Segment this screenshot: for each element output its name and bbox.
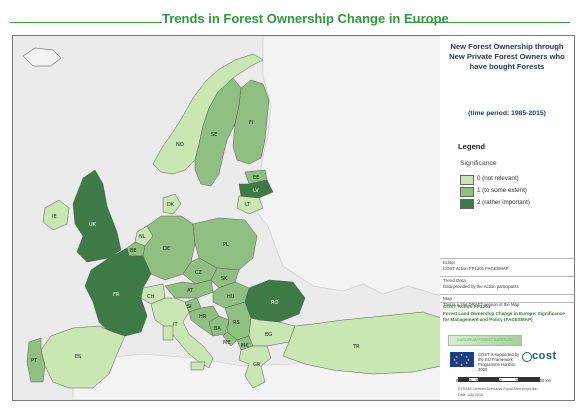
label-LV: LV: [253, 188, 259, 194]
label-GR: GR: [253, 362, 261, 368]
country-FR[interactable]: [84, 247, 152, 337]
map-canvas[interactable]: FI SE NO EE LV LT IE UK DK BE NL DE PL C…: [13, 36, 441, 400]
label-BA: BA: [214, 326, 221, 332]
legend-heading: Legend: [458, 142, 486, 151]
legend-label-2: 2 (rather important): [477, 199, 530, 206]
country-TR[interactable]: [282, 311, 441, 375]
projection-note: ETRS89 Lambert Azimuthal Equal Area proj…: [458, 387, 538, 391]
country-IE[interactable]: [42, 199, 70, 231]
date-note: Date: July 2016: [458, 393, 483, 397]
scale-label-4: 750: [515, 378, 522, 383]
country-labels: FI SE NO EE LV LT IE UK DK BE NL DE PL C…: [31, 120, 360, 368]
legend-panel: New Forest Ownership through New Private…: [440, 35, 575, 401]
legend-label-0: 0 (not relevant): [477, 175, 519, 182]
land-east-outside: [257, 36, 441, 297]
meta-map-value: This is a 2nd DRAFT version of the Map: [443, 302, 520, 307]
scale-label-3: 500: [495, 378, 502, 383]
label-UK: UK: [89, 222, 97, 228]
meta-editor-label: Editor: [443, 260, 456, 265]
label-SE: SE: [211, 132, 217, 138]
meta-data: Trend Data Data provided by the Action p…: [440, 276, 574, 294]
label-ES: ES: [75, 354, 81, 360]
label-PL: PL: [223, 242, 229, 248]
label-CZ: CZ: [195, 270, 202, 276]
cost-action-line2: Forest Land Ownership Change in Europe: …: [443, 311, 565, 322]
legend-swatch-1: [460, 187, 474, 197]
cost-action-line1: COST Action FP1201: [443, 305, 491, 310]
page-title: Trends in Forest Ownership Change in Eur…: [162, 11, 449, 26]
title-rule-right: [412, 22, 570, 23]
country-BA[interactable]: [208, 315, 230, 337]
legend-swatch-0: [460, 175, 474, 185]
facesmap-banner: EUROPEAN FOREST INSTITUTE: [448, 335, 522, 346]
country-RO[interactable]: [244, 279, 306, 323]
country-NO[interactable]: [152, 53, 264, 175]
eu-flag-icon: ★ ★ ★ ★ ★ ★ ★ ★: [450, 352, 474, 367]
cost-action-block: COST Action FP1201 Forest Land Ownership…: [440, 302, 574, 325]
label-AT: AT: [187, 288, 194, 294]
country-PT[interactable]: [26, 337, 46, 383]
title-bar: Trends in Forest Ownership Change in Eur…: [0, 6, 580, 30]
country-DK[interactable]: [162, 193, 182, 215]
island-sicily: [190, 361, 206, 371]
label-HR: HR: [199, 314, 207, 320]
label-CH: CH: [147, 294, 154, 300]
country-LT[interactable]: [236, 195, 264, 215]
meta-block: Editor COST Action FP1201 FACESMAP Trend…: [440, 258, 574, 312]
label-MK: MK: [241, 343, 249, 349]
country-GR[interactable]: [238, 345, 272, 389]
island-corsica-sardinia: [162, 325, 174, 341]
meta-map: Map This is a 2nd DRAFT version of the M…: [440, 294, 574, 312]
scale-label-2: 250: [475, 378, 482, 383]
country-FI[interactable]: [232, 79, 270, 165]
label-RO: RO: [271, 300, 278, 306]
label-HU: HU: [227, 294, 235, 300]
label-RS: RS: [233, 320, 240, 326]
label-BG: BG: [265, 332, 272, 338]
label-EE: EE: [253, 175, 259, 181]
label-FI: FI: [249, 120, 253, 126]
label-DK: DK: [167, 202, 175, 208]
label-FR: FR: [113, 292, 120, 298]
label-TR: TR: [352, 344, 360, 350]
label-NL: NL: [139, 234, 146, 240]
label-ME: ME: [223, 340, 230, 346]
scale-seg-4: [518, 377, 540, 382]
meta-data-value: Data provided by the Action participants: [443, 284, 519, 289]
country-IS[interactable]: [22, 47, 62, 67]
meta-map-label: Map: [443, 296, 452, 301]
legend-significance-label: Significance: [460, 160, 497, 167]
label-SI: SI: [187, 304, 192, 310]
cost-logo-icon: [522, 352, 532, 362]
label-IT: IT: [173, 322, 178, 328]
label-SK: SK: [221, 276, 228, 282]
meta-editor: Editor COST Action FP1201 FACESMAP: [440, 258, 574, 276]
meta-data-label: Trend Data: [443, 278, 466, 283]
country-SE[interactable]: [194, 77, 242, 187]
panel-period: (time period: 1985-2015): [468, 110, 546, 117]
meta-editor-value: COST Action FP1201 FACESMAP: [443, 266, 509, 271]
legend-swatch-2: [460, 199, 474, 209]
country-UK[interactable]: [72, 169, 122, 263]
eu-support-text: COST is supported by the EU Framework Pr…: [478, 352, 520, 372]
legend-label-1: 1 (to some extent): [477, 187, 527, 194]
label-PT: PT: [31, 358, 38, 364]
label-NO: NO: [176, 142, 184, 148]
panel-title: New Forest Ownership through New Private…: [449, 42, 565, 71]
cost-logo-text: cost: [532, 350, 557, 362]
country-AT[interactable]: [164, 279, 214, 299]
country-PL[interactable]: [192, 217, 258, 271]
scale-label-1: 125: [465, 378, 472, 383]
label-IE: IE: [52, 214, 57, 220]
title-rule-left: [10, 22, 162, 23]
map-frame[interactable]: FI SE NO EE LV LT IE UK DK BE NL DE PL C…: [12, 35, 442, 401]
scale-label-5: 1000 km: [535, 378, 552, 383]
label-BE: BE: [130, 248, 137, 254]
label-LT: LT: [245, 202, 251, 208]
scale-label-0: 0: [456, 378, 459, 383]
label-DE: DE: [163, 246, 170, 252]
